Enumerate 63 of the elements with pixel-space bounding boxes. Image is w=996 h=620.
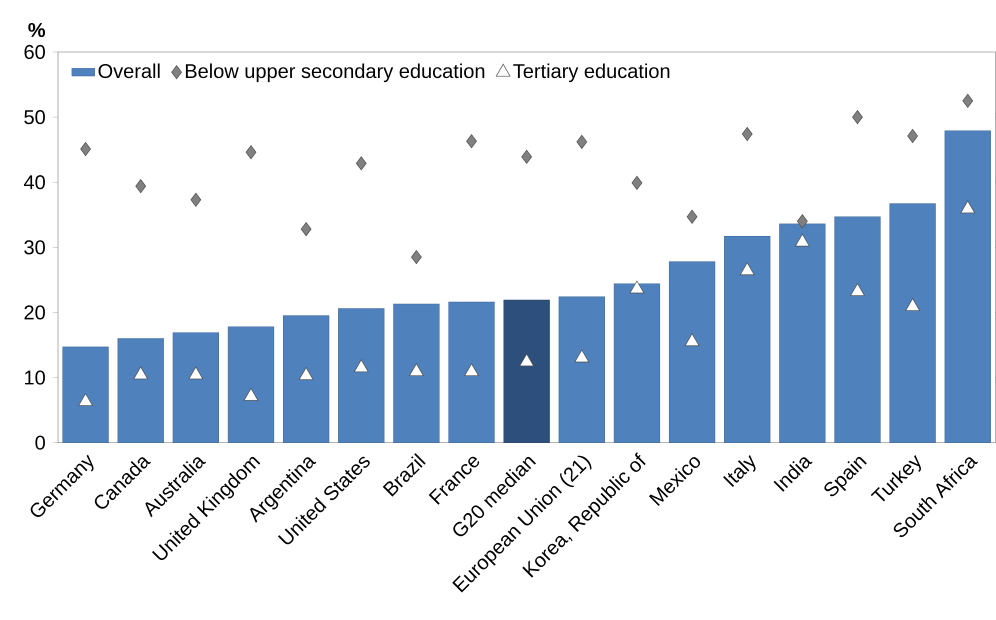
point xyxy=(905,298,920,311)
bar xyxy=(834,216,881,443)
point xyxy=(740,262,754,276)
point xyxy=(190,192,202,207)
point xyxy=(850,283,865,296)
y-tick-label: 20 xyxy=(24,305,45,320)
point xyxy=(797,214,808,228)
point xyxy=(519,354,534,366)
point xyxy=(78,393,93,406)
bar xyxy=(448,302,495,443)
point xyxy=(354,359,369,372)
point xyxy=(686,210,698,224)
bar xyxy=(668,261,716,443)
point xyxy=(409,363,424,376)
bar xyxy=(558,296,605,443)
bar xyxy=(393,304,440,443)
legend-label: Below upper secondary education xyxy=(186,63,484,82)
point xyxy=(133,366,148,380)
point xyxy=(907,128,918,143)
bar xyxy=(889,203,936,443)
legend-label: Overall xyxy=(98,63,160,78)
point xyxy=(356,156,367,170)
bar xyxy=(282,315,330,443)
point xyxy=(742,127,753,142)
point xyxy=(298,367,314,380)
point xyxy=(960,200,976,214)
y-tick-label: 40 xyxy=(24,175,45,190)
y-tick-label: 30 xyxy=(24,240,45,254)
point xyxy=(244,388,258,401)
point xyxy=(521,150,532,164)
bar xyxy=(724,236,770,443)
point xyxy=(632,176,642,190)
y-axis-title: % xyxy=(28,23,46,38)
point xyxy=(464,363,479,376)
point xyxy=(576,134,588,149)
bar xyxy=(944,130,991,443)
bar xyxy=(338,308,384,443)
point xyxy=(630,280,644,294)
point xyxy=(411,250,422,264)
point xyxy=(466,134,477,148)
y-tick-label: 10 xyxy=(25,370,45,385)
point xyxy=(852,110,863,124)
bar xyxy=(118,338,164,443)
point xyxy=(246,145,256,160)
point xyxy=(80,142,91,156)
point xyxy=(300,222,312,236)
bar xyxy=(614,284,660,443)
point xyxy=(684,333,700,346)
bar xyxy=(62,346,109,443)
point xyxy=(188,366,204,380)
point xyxy=(135,179,146,194)
point xyxy=(574,350,590,362)
point xyxy=(795,234,810,246)
bar xyxy=(504,300,550,443)
point xyxy=(962,94,974,108)
bar xyxy=(779,224,826,443)
legend-label: Tertiary education xyxy=(513,63,670,82)
bar xyxy=(228,326,274,443)
bar xyxy=(172,332,220,443)
y-tick-label: 50 xyxy=(24,110,45,124)
y-tick-label: 60 xyxy=(24,44,45,60)
x-tick-label: Italy xyxy=(723,454,756,488)
y-tick-label: 0 xyxy=(35,436,45,450)
